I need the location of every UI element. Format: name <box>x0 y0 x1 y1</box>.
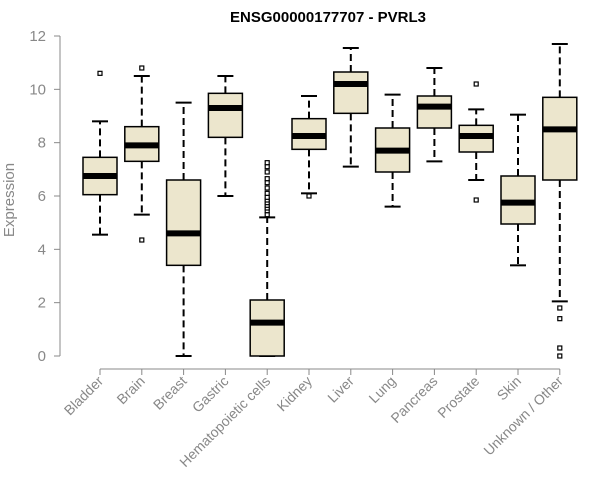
outlier-hematopoietic-cells-9 <box>264 180 270 186</box>
box-group-prostate <box>458 81 494 203</box>
y-tick-label-6: 6 <box>38 188 46 205</box>
y-tick-label-8: 8 <box>38 135 46 152</box>
x-tick-label-lung: Lung <box>365 373 398 406</box>
outlier-hematopoietic-cells-11 <box>264 169 270 175</box>
outlier-prostate-1 <box>473 81 479 87</box>
outlier-bladder-0 <box>97 70 103 76</box>
x-tick-label-kidney: Kidney <box>274 373 316 415</box>
box-liver <box>333 71 369 115</box>
y-axis-label: Expression <box>1 163 18 237</box>
box-group-pancreas <box>416 67 453 163</box>
x-tick-label-bladder: Bladder <box>61 373 107 419</box>
y-tick-label-10: 10 <box>29 81 46 98</box>
y-tick-label-2: 2 <box>38 295 46 312</box>
outlier-kidney-0 <box>306 193 312 199</box>
outlier-hematopoietic-cells-7 <box>264 190 270 196</box>
outlier-unknown-other-2 <box>557 316 563 322</box>
x-tick-label-prostate: Prostate <box>434 373 482 421</box>
outlier-hematopoietic-cells-0 <box>264 212 270 218</box>
y-tick-label-12: 12 <box>29 28 46 45</box>
chart-title: ENSG00000177707 - PVRL3 <box>230 9 426 26</box>
x-tick-label-liver: Liver <box>324 373 357 406</box>
box-group-brain <box>124 65 160 243</box>
box-group-liver <box>333 47 369 168</box>
box-group-unknown-other <box>542 43 578 359</box>
box-breast <box>165 179 202 267</box>
outlier-prostate-0 <box>473 197 479 203</box>
outlier-brain-0 <box>139 237 145 243</box>
x-tick-label-brain: Brain <box>113 373 147 407</box>
outlier-hematopoietic-cells-13 <box>264 160 270 166</box>
y-tick-label-0: 0 <box>38 348 46 365</box>
outlier-unknown-other-3 <box>557 305 563 311</box>
y-tick-label-4: 4 <box>38 241 46 258</box>
outlier-hematopoietic-cells-6 <box>264 194 270 200</box>
outlier-unknown-other-0 <box>557 353 563 359</box>
box-group-kidney <box>291 95 327 199</box>
box-group-bladder <box>82 70 118 236</box>
box-group-lung <box>374 93 411 208</box>
box-group-hematopoietic-cells <box>249 160 285 357</box>
outlier-hematopoietic-cells-8 <box>264 185 270 191</box>
outlier-hematopoietic-cells-12 <box>264 164 270 170</box>
outlier-brain-1 <box>139 65 145 71</box>
box-pancreas <box>416 95 453 129</box>
y-axis: 0 2 4 6 8 10 12 <box>29 28 61 365</box>
box-gastric <box>207 92 244 139</box>
x-tick-label-breast: Breast <box>150 373 190 413</box>
x-tick-label-unknown-other: Unknown / Other <box>480 373 566 459</box>
x-tick-label-skin: Skin <box>494 373 525 404</box>
plot-area <box>82 43 578 359</box>
outlier-unknown-other-1 <box>557 345 563 351</box>
box-group-gastric <box>207 75 244 197</box>
box-hematopoietic-cells <box>249 299 285 357</box>
outlier-hematopoietic-cells-10 <box>264 176 270 182</box>
box-group-skin <box>500 113 536 267</box>
box-group-breast <box>165 101 202 357</box>
box-unknown-other <box>542 96 578 181</box>
